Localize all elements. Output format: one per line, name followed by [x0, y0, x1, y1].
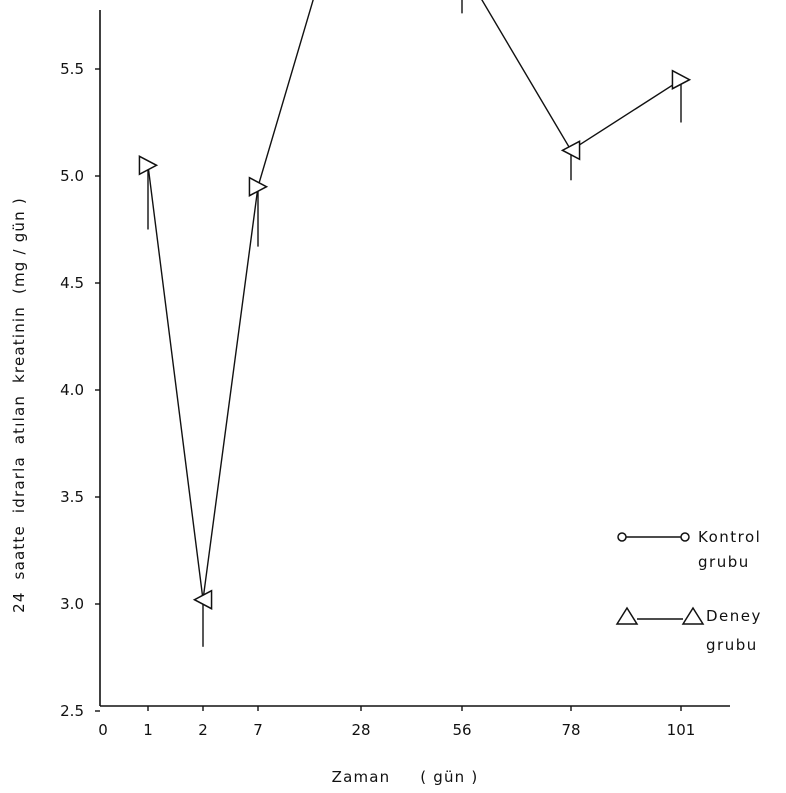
legend-item-deney: Deney grubu — [615, 606, 762, 654]
legend: Kontrol grubu Deney grubu — [615, 528, 762, 654]
legend-label: Kontrol — [698, 528, 761, 546]
data-point — [671, 69, 692, 90]
x-tick-label: 7 — [253, 721, 263, 739]
legend-marker — [680, 532, 690, 542]
x-ticks: 1 2 7 28 56 78 101 — [143, 706, 695, 739]
legend-item-kontrol: Kontrol grubu — [617, 528, 761, 571]
series-deney — [138, 0, 692, 647]
x-tick-label: 2 — [198, 721, 208, 739]
y-tick-label: 4.5 — [60, 274, 84, 292]
y-tick-label: 5.5 — [60, 60, 84, 78]
y-tick-label: 3.5 — [60, 488, 84, 506]
x-axis-label: Zaman ( gün ) — [332, 768, 479, 786]
data-point — [560, 140, 581, 161]
series-line — [147, 0, 682, 600]
plot-area — [138, 0, 692, 647]
legend-label: Deney — [706, 607, 762, 625]
y-tick-label: 4.0 — [60, 381, 84, 399]
legend-marker — [615, 606, 639, 625]
x-tick-label: 1 — [143, 721, 153, 739]
x-tick-label: 56 — [452, 721, 471, 739]
y-ticks: 2.53.03.54.04.55.05.56.06.57.07.58.0 — [60, 60, 100, 720]
legend-label: grubu — [698, 553, 750, 571]
legend-marker — [681, 606, 705, 625]
x-origin-label: 0 — [98, 721, 108, 739]
x-tick-label: 78 — [561, 721, 580, 739]
y-axis-label: 24 saatte idrarla atılan kreatinin (mg /… — [10, 197, 28, 613]
y-tick-label: 5.0 — [60, 167, 84, 185]
data-point — [192, 589, 213, 610]
legend-label: grubu — [706, 636, 758, 654]
x-axis-group: 0 1 2 7 28 56 78 101 — [98, 705, 730, 739]
y-axis-group: 2.53.03.54.04.55.05.56.06.57.07.58.0 — [60, 10, 101, 720]
legend-marker — [617, 532, 627, 542]
y-tick-label: 2.5 — [60, 702, 84, 720]
data-point — [248, 176, 269, 197]
x-tick-label: 28 — [351, 721, 370, 739]
data-point — [138, 155, 159, 176]
y-tick-label: 3.0 — [60, 595, 84, 613]
x-tick-label: 101 — [667, 721, 696, 739]
